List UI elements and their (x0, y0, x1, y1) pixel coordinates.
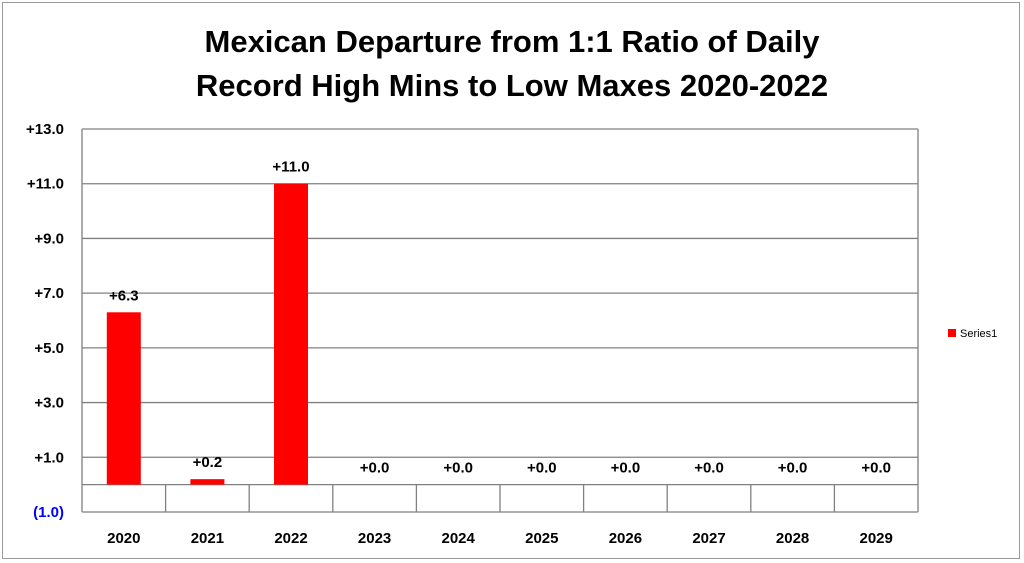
x-category-label: 2025 (525, 530, 558, 547)
y-tick-label: (1.0) (33, 504, 64, 521)
x-category-label: 2024 (442, 530, 476, 547)
data-label: +11.0 (272, 159, 309, 176)
x-category-label: 2027 (692, 530, 725, 547)
x-category-label: 2023 (358, 530, 391, 547)
data-label: +0.0 (527, 460, 557, 477)
y-tick-label: +7.0 (34, 285, 64, 302)
data-label: +0.0 (778, 460, 808, 477)
data-label: +0.0 (694, 460, 724, 477)
data-label: +6.3 (109, 287, 139, 304)
chart-title-line1: Mexican Departure from 1:1 Ratio of Dail… (204, 24, 820, 59)
chart-title-line2: Record High Mins to Low Maxes 2020-2022 (195, 68, 829, 103)
bar (190, 479, 225, 485)
y-tick-label: +1.0 (34, 449, 64, 466)
y-tick-label: +11.0 (27, 176, 64, 193)
y-tick-label: +9.0 (34, 230, 64, 247)
data-label: +0.0 (611, 460, 641, 477)
x-category-label: 2026 (609, 530, 642, 547)
data-label: +0.0 (861, 460, 891, 477)
y-tick-label: +5.0 (34, 340, 64, 357)
x-category-label: 2022 (274, 530, 307, 547)
bar (274, 183, 308, 485)
y-tick-label: +13.0 (26, 121, 64, 138)
chart-title: Mexican Departure from 1:1 Ratio of Dail… (0, 20, 1024, 108)
legend-swatch (948, 329, 956, 337)
y-tick-label: +3.0 (34, 395, 64, 412)
data-label: +0.2 (193, 454, 223, 471)
x-category-label: 2029 (860, 530, 893, 547)
x-category-label: 2028 (776, 530, 809, 547)
x-category-label: 2020 (107, 530, 140, 547)
data-label: +0.0 (360, 460, 390, 477)
bar (106, 312, 141, 485)
legend-label: Series1 (960, 328, 997, 340)
x-category-label: 2021 (191, 530, 224, 547)
data-label: +0.0 (443, 460, 473, 477)
